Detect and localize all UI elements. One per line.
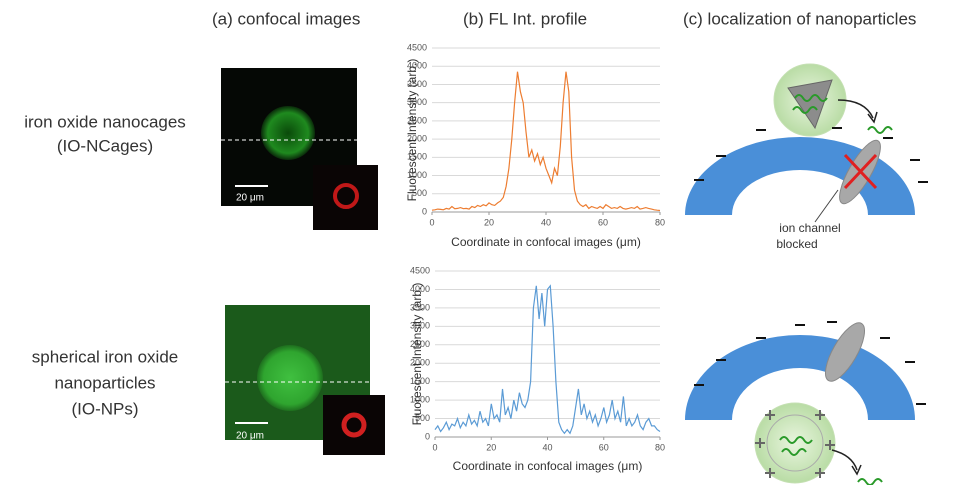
y-tick-label: 1000	[410, 394, 430, 404]
x-tick-label: 60	[599, 442, 609, 452]
x-axis-label: Coordinate in confocal images (μm)	[451, 235, 641, 249]
x-tick-label: 60	[598, 217, 608, 227]
y-tick-label: 4500	[410, 265, 430, 275]
panel-title: (a) confocal images	[212, 9, 360, 28]
row-label: (IO-NPs)	[71, 399, 138, 418]
x-tick-label: 20	[486, 442, 496, 452]
annotation: blocked	[776, 237, 817, 251]
scale-bar-label: 20 μm	[236, 193, 264, 204]
panel-title: (c) localization of nanoparticles	[683, 9, 916, 28]
row-label: (IO-NCages)	[57, 136, 153, 155]
x-tick-label: 40	[541, 217, 551, 227]
panel-title: (b) FL Int. profile	[463, 9, 587, 28]
y-tick-label: 4500	[407, 42, 427, 52]
x-tick-label: 20	[484, 217, 494, 227]
x-tick-label: 40	[542, 442, 552, 452]
y-tick-label: 500	[415, 413, 430, 423]
confocal-image: 20 μm	[225, 305, 385, 455]
y-tick-label: 3000	[410, 321, 430, 331]
y-tick-label: 2500	[407, 115, 427, 125]
diagram-internalized	[685, 321, 926, 485]
y-axis-label: Fluorescent Intensity (arb.)	[410, 283, 424, 426]
y-tick-label: 3000	[407, 97, 427, 107]
scale-bar-label: 20 μm	[236, 431, 264, 442]
data-line	[431, 71, 661, 212]
confocal-image: 20 μm	[221, 68, 378, 230]
row-label: nanoparticles	[54, 373, 155, 392]
y-tick-label: 2000	[410, 358, 430, 368]
y-tick-label: 3500	[410, 302, 430, 312]
y-tick-label: 0	[425, 431, 430, 441]
data-line	[434, 284, 661, 435]
x-tick-label: 0	[432, 442, 437, 452]
row-label: iron oxide nanocages	[24, 112, 186, 131]
x-tick-label: 0	[429, 217, 434, 227]
x-axis-label: Coordinate in confocal images (μm)	[453, 459, 643, 473]
y-tick-label: 0	[422, 206, 427, 216]
y-tick-label: 4000	[407, 61, 427, 71]
y-tick-label: 3500	[407, 79, 427, 89]
y-tick-label: 4000	[410, 284, 430, 294]
diagram-blocked: ion channel blocked	[685, 63, 928, 251]
y-tick-label: 2000	[407, 133, 427, 143]
y-tick-label: 1500	[410, 376, 430, 386]
y-axis-label: Fluorescent Intensity (arb.)	[405, 59, 419, 202]
y-tick-label: 2500	[410, 339, 430, 349]
x-tick-label: 80	[655, 442, 665, 452]
row-label: spherical iron oxide	[32, 347, 178, 366]
x-tick-label: 80	[655, 217, 665, 227]
y-tick-label: 500	[412, 188, 427, 198]
y-tick-label: 1500	[407, 152, 427, 162]
y-tick-label: 1000	[407, 170, 427, 180]
annotation: ion channel	[779, 221, 840, 235]
